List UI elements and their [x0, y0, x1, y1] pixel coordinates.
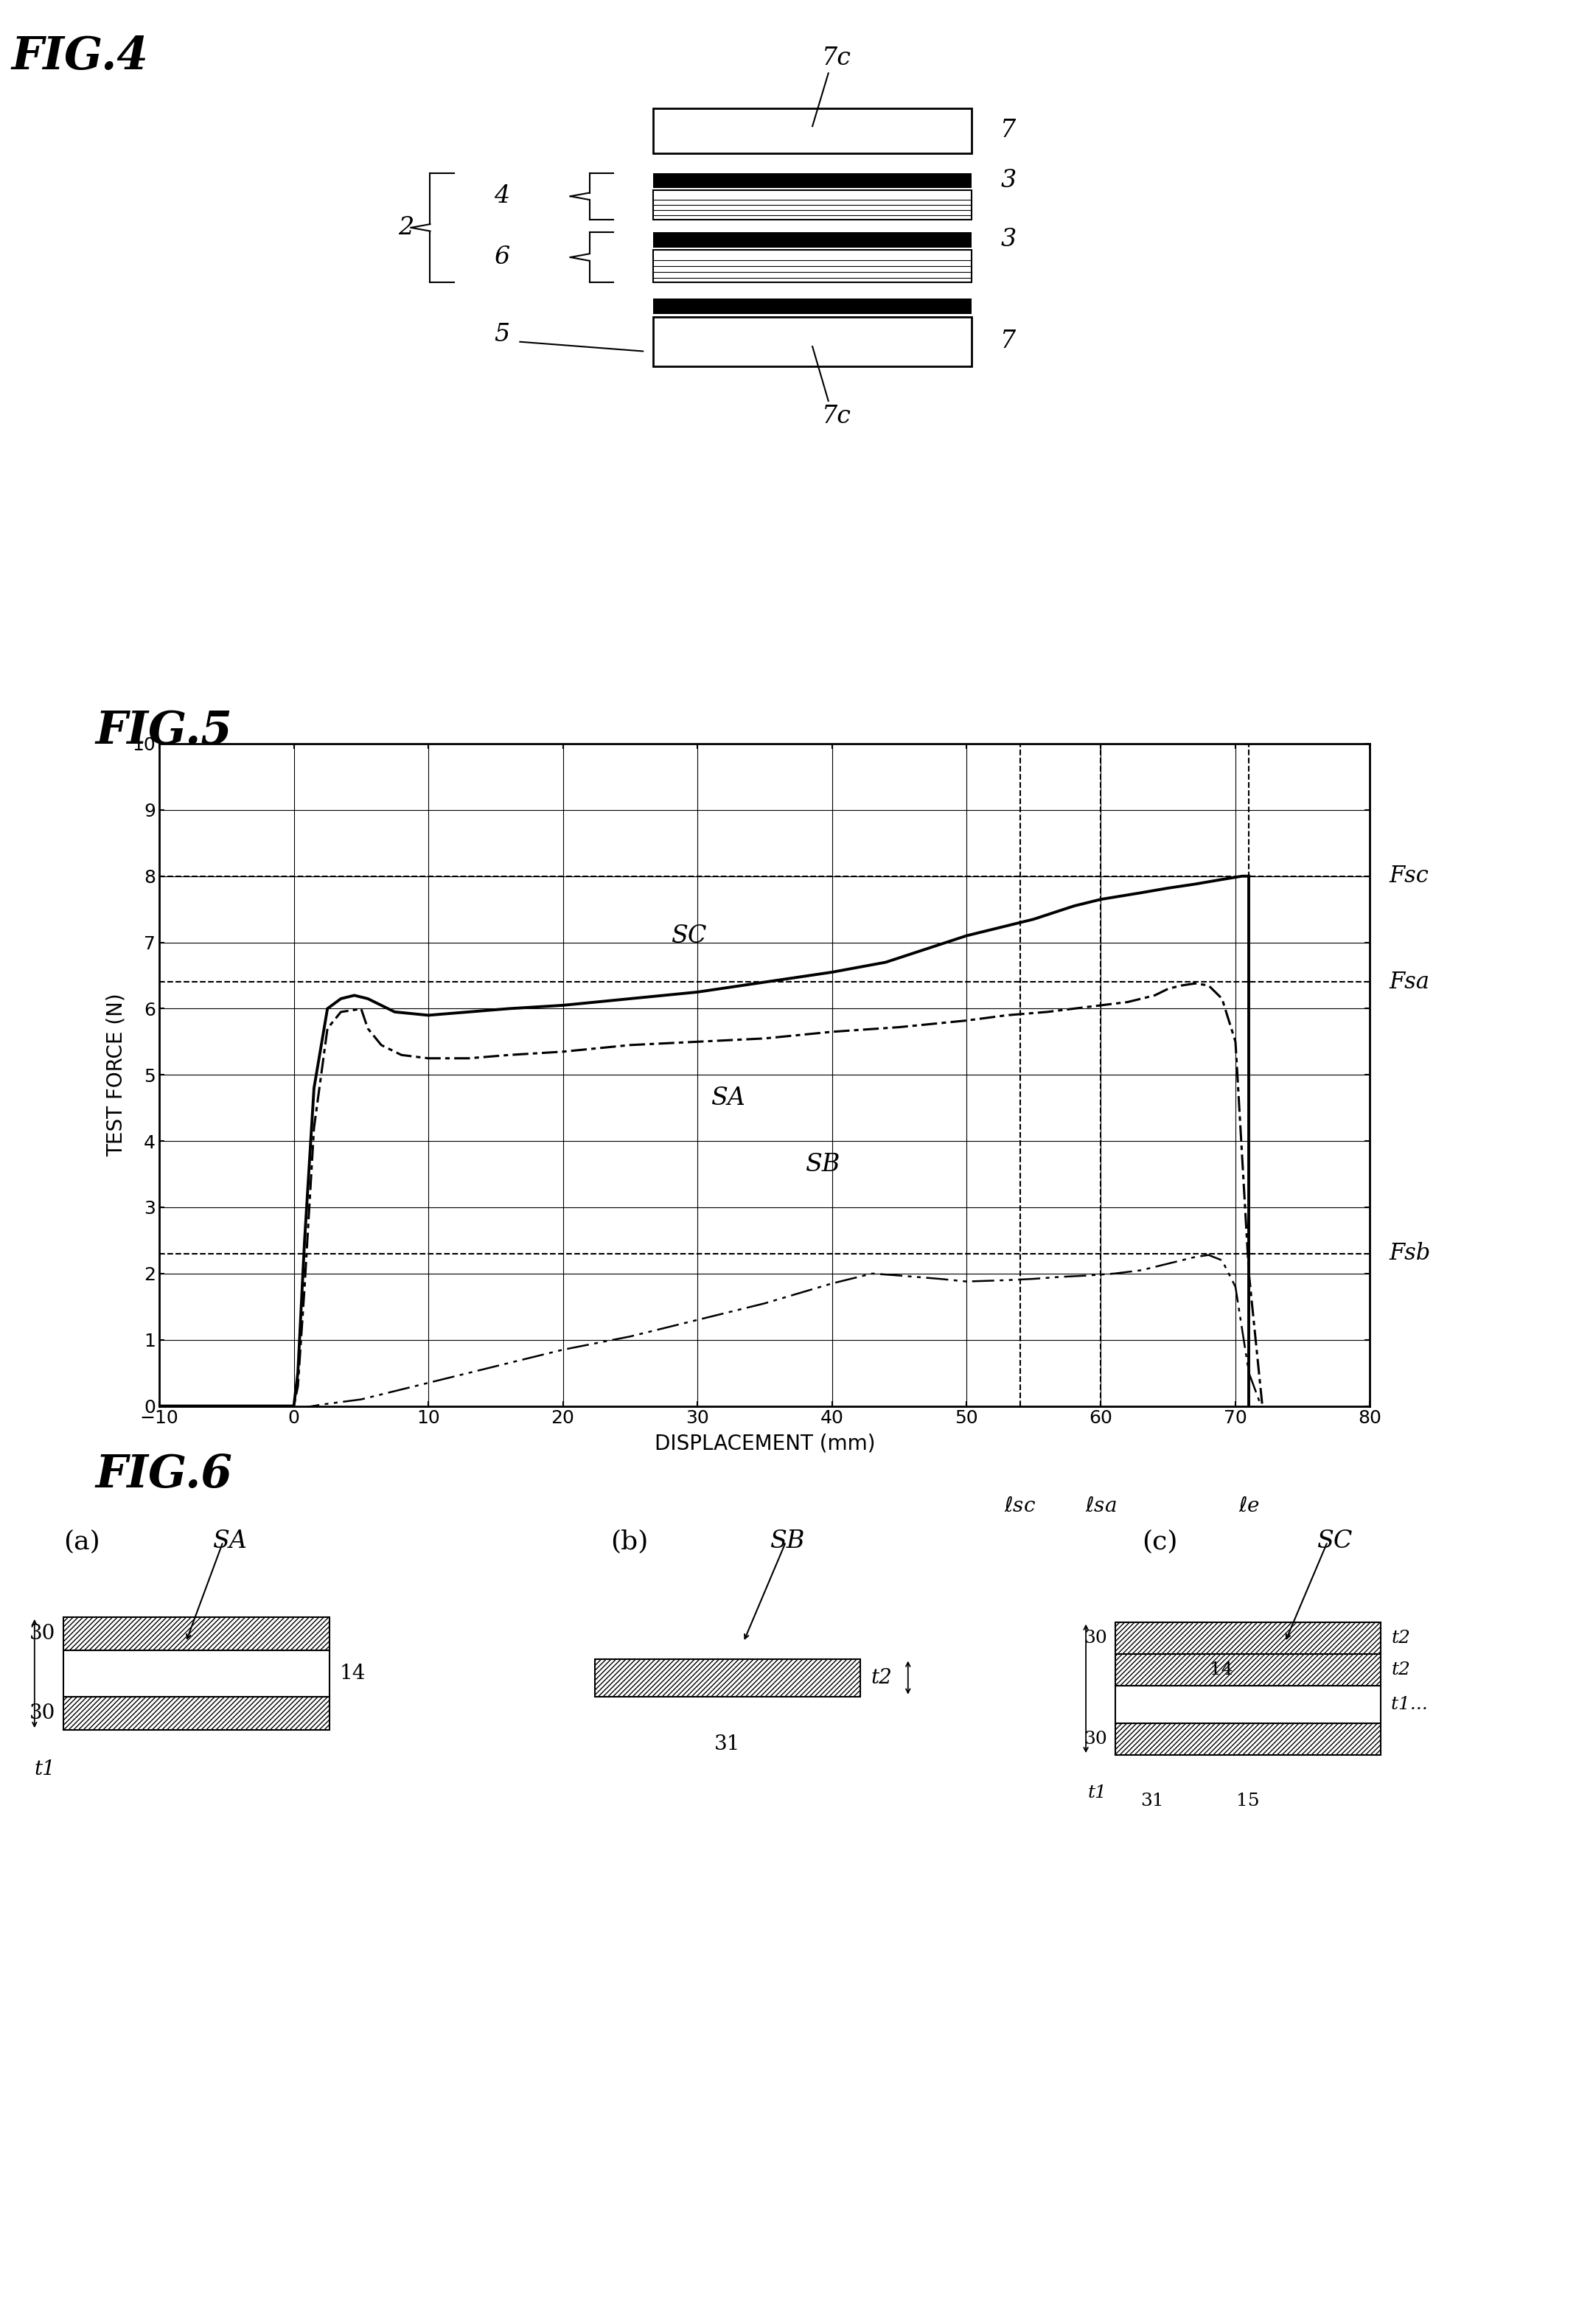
Bar	[1115, 1622, 1381, 1655]
Bar	[64, 1697, 330, 1729]
Text: FIG.4: FIG.4	[11, 35, 148, 79]
Text: 14: 14	[1209, 1662, 1233, 1678]
Text: t1: t1	[1088, 1785, 1107, 1801]
Text: 15: 15	[1236, 1792, 1260, 1810]
Text: t2: t2	[1391, 1629, 1410, 1645]
Text: 4: 4	[494, 184, 510, 209]
Text: 30: 30	[30, 1624, 56, 1643]
Text: SA: SA	[212, 1529, 247, 1552]
Text: 30: 30	[1083, 1731, 1107, 1748]
Text: t2: t2	[871, 1669, 892, 1687]
Text: 31: 31	[714, 1734, 741, 1755]
Text: 30: 30	[30, 1703, 56, 1722]
Text: SC: SC	[1317, 1529, 1352, 1552]
Text: 3: 3	[1000, 170, 1016, 193]
Text: $\ell$e: $\ell$e	[1238, 1497, 1260, 1518]
Text: Fsa: Fsa	[1389, 971, 1429, 995]
Text: $\ell$sc: $\ell$sc	[1004, 1497, 1035, 1518]
Text: (b): (b)	[610, 1529, 648, 1555]
Text: SC: SC	[671, 925, 706, 948]
Text: 2: 2	[398, 216, 414, 239]
Text: 6: 6	[494, 246, 510, 270]
Text: Fsc: Fsc	[1389, 865, 1429, 888]
Text: 31: 31	[1141, 1792, 1164, 1810]
Text: FIG.6: FIG.6	[96, 1452, 233, 1497]
Text: t1...: t1...	[1391, 1697, 1434, 1713]
Bar	[653, 297, 972, 314]
Text: (a): (a)	[64, 1529, 100, 1555]
Text: 14: 14	[339, 1664, 366, 1683]
Text: SB: SB	[769, 1529, 804, 1552]
Text: FIG.5: FIG.5	[96, 709, 233, 753]
Bar	[1115, 1685, 1381, 1724]
Bar	[64, 1650, 330, 1697]
Bar	[653, 191, 972, 218]
Text: t2: t2	[1391, 1662, 1410, 1678]
Text: 30: 30	[1083, 1629, 1107, 1645]
Bar	[1115, 1724, 1381, 1755]
Text: Fsb: Fsb	[1389, 1243, 1431, 1264]
Text: (c): (c)	[1142, 1529, 1177, 1555]
Text: SA: SA	[710, 1085, 746, 1111]
X-axis label: DISPLACEMENT (mm): DISPLACEMENT (mm)	[655, 1434, 875, 1455]
Bar	[653, 316, 972, 365]
Bar	[653, 109, 972, 153]
Text: 7: 7	[1000, 330, 1016, 353]
Bar	[594, 1659, 860, 1697]
Text: SB: SB	[804, 1153, 840, 1176]
Bar	[653, 232, 972, 249]
Text: t1: t1	[35, 1759, 56, 1780]
Text: $\ell$sa: $\ell$sa	[1085, 1497, 1117, 1518]
Text: 7c: 7c	[822, 46, 851, 70]
Text: 7c: 7c	[822, 404, 851, 428]
Text: 7: 7	[1000, 119, 1016, 142]
Text: 5: 5	[494, 323, 510, 346]
Text: 3: 3	[1000, 228, 1016, 251]
Y-axis label: TEST FORCE (N): TEST FORCE (N)	[105, 992, 126, 1157]
Bar	[64, 1618, 330, 1650]
Bar	[653, 172, 972, 188]
Bar	[653, 249, 972, 284]
Bar	[1115, 1655, 1381, 1685]
